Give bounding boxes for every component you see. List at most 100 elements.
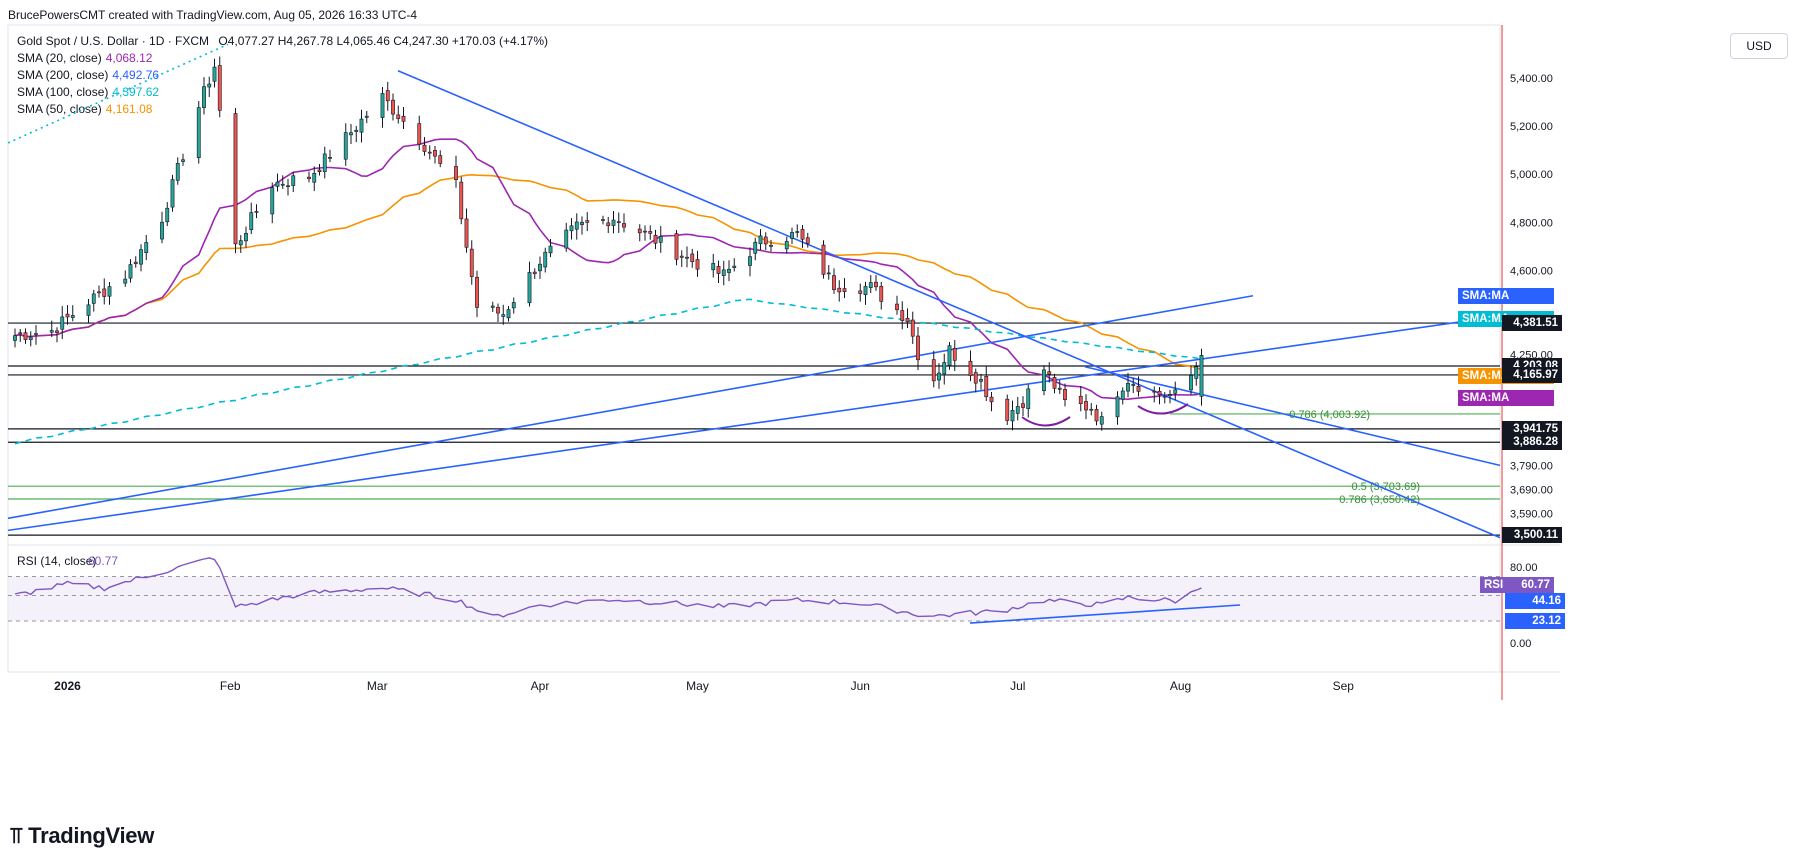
x-tick-label: Apr: [531, 679, 550, 693]
rsi-y-tick-label: 0.00: [1510, 638, 1531, 650]
candle-body: [133, 261, 138, 265]
y-tick-label: 4,800.00: [1510, 217, 1553, 229]
candle-body: [1089, 408, 1094, 411]
attribution-text: BrucePowersCMT created with TradingView.…: [8, 8, 418, 22]
candle-body: [842, 288, 847, 292]
candle-body: [937, 372, 941, 381]
y-tick-label: 3,790.00: [1510, 460, 1553, 472]
candle-body: [433, 149, 437, 157]
legend-row-sma20[interactable]: SMA (20, close) 4,068.12: [17, 50, 548, 67]
candle-body: [291, 175, 296, 186]
sma-axis-tag: SMA:MA4,492.76: [1458, 288, 1554, 318]
candle-body: [564, 229, 569, 249]
candle-body: [454, 166, 458, 180]
candle-body: [317, 169, 322, 172]
y-tick-label: 3,590.00: [1510, 509, 1553, 521]
currency-button[interactable]: USD: [1730, 33, 1788, 59]
x-tick-label: Jun: [851, 679, 870, 693]
rsi-y-tick-label: 80.00: [1510, 562, 1538, 574]
y-tick-label: 5,000.00: [1510, 169, 1553, 181]
legend-label: SMA (20, close): [17, 51, 102, 65]
pattern-arc-left: [1021, 416, 1071, 427]
candle-body: [464, 218, 469, 248]
sma100-line: [14, 298, 1202, 445]
sma-axis-tag: SMA:MA 4,068.12: [1458, 390, 1554, 420]
x-tick-label: Mar: [367, 679, 388, 693]
symbol-row[interactable]: Gold Spot / U.S. Dollar · 1D · FXCM O4,0…: [17, 33, 548, 50]
candle-body: [942, 362, 947, 375]
candle-body: [753, 241, 758, 254]
axis-tag-label: SMA:MA: [1462, 290, 1510, 303]
candle-body: [721, 269, 726, 276]
rsi-axis-tag: RSI 60.77: [1480, 577, 1554, 594]
fib-level-label: 0.786 (4,003.92): [1289, 409, 1370, 421]
candle-body: [102, 288, 107, 297]
candle-body: [931, 359, 936, 382]
axis-tag-label: SMA:MA: [1462, 313, 1510, 326]
candle-body: [1015, 406, 1020, 414]
candle-body: [648, 231, 653, 234]
candle-body: [679, 255, 684, 258]
sma200-line: [7, 294, 1254, 520]
candle-body: [763, 236, 768, 245]
candle-body: [1084, 401, 1088, 411]
candle-body: [254, 211, 259, 213]
candle-body: [658, 236, 663, 243]
candle-body: [538, 263, 542, 272]
candle-body: [359, 118, 364, 133]
rsi-axis-tag: 44.16: [1505, 593, 1565, 610]
legend-row-sma50[interactable]: SMA (50, close) 4,161.08: [17, 101, 548, 118]
candle-body: [947, 345, 952, 366]
candle-body: [790, 232, 794, 239]
candle-body: [286, 185, 290, 188]
legend-row-sma100[interactable]: SMA (100, close) 4,397.62: [17, 84, 548, 101]
candle-body: [307, 176, 311, 180]
candle-body: [343, 132, 348, 160]
candle-body: [805, 237, 810, 244]
candle-body: [674, 233, 679, 260]
candle-body: [748, 256, 752, 266]
y-tick-label: 4,600.00: [1510, 265, 1553, 277]
x-tick-label: Feb: [220, 679, 241, 693]
candle-body: [695, 259, 700, 270]
candle-body: [13, 335, 17, 341]
pattern-arc-right: [1137, 403, 1189, 415]
candle-body: [1057, 387, 1062, 390]
level-axis-tag: 4,381.51: [1502, 315, 1562, 332]
rsi-title: RSI (14, close): [17, 554, 96, 568]
candle-body: [989, 396, 994, 403]
candle-body: [1021, 403, 1025, 408]
x-tick-label: May: [686, 679, 709, 693]
level-axis-tag: 3,886.28: [1502, 434, 1562, 451]
candle-body: [1136, 386, 1141, 392]
axis-tag-label: SMA:MA: [1462, 370, 1510, 383]
x-tick-label: Sep: [1333, 679, 1355, 693]
candle-body: [916, 335, 920, 361]
candle-body: [511, 302, 516, 309]
sma50-line: [14, 173, 1202, 371]
axis-tag-value: 44.16: [1532, 595, 1561, 608]
candle-body: [711, 263, 716, 271]
rsi-line: [14, 557, 1202, 618]
candle-body: [312, 172, 317, 183]
candle-body: [769, 244, 773, 247]
x-tick-label: 2026: [54, 679, 81, 693]
candle-body: [910, 319, 915, 337]
y-tick-label: 5,400.00: [1510, 73, 1553, 85]
candle-body: [1194, 366, 1199, 379]
candle-body: [422, 144, 427, 152]
level-axis-tag: 3,500.11: [1502, 527, 1562, 544]
candle-body: [18, 332, 23, 335]
tradingview-logo[interactable]: ⫪ TradingView: [10, 823, 154, 849]
legend-label: SMA (100, close): [17, 85, 109, 99]
candle-body: [349, 132, 353, 136]
candle-body: [685, 256, 689, 259]
x-tick-label: Jul: [1010, 679, 1025, 693]
legend-row-sma200[interactable]: SMA (200, close) 4,492.76: [17, 67, 548, 84]
candle-body: [165, 207, 170, 223]
trendline-resistance-major: [397, 69, 1501, 539]
axis-tag-label: SMA:MA: [1462, 392, 1510, 405]
candle-body: [322, 153, 327, 172]
candle-body: [1168, 394, 1172, 396]
candle-body: [1042, 369, 1046, 392]
